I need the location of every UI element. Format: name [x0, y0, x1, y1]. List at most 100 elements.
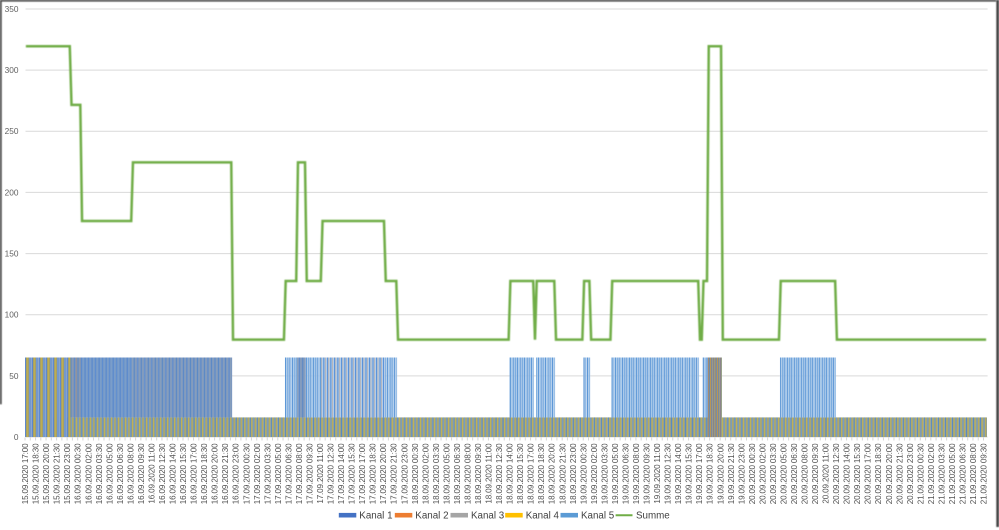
- svg-text:21.09.2020 02:00: 21.09.2020 02:00: [927, 443, 936, 504]
- svg-text:20.09.2020 23:00: 20.09.2020 23:00: [906, 443, 915, 504]
- svg-text:17.09.2020 14:00: 17.09.2020 14:00: [337, 443, 346, 504]
- svg-text:17.09.2020 12:30: 17.09.2020 12:30: [327, 443, 336, 504]
- svg-text:19.09.2020 18:30: 19.09.2020 18:30: [706, 443, 715, 504]
- svg-text:Kanal 2: Kanal 2: [415, 511, 448, 522]
- svg-text:15.09.2020 23:00: 15.09.2020 23:00: [63, 443, 72, 504]
- svg-text:16.09.2020 06:30: 16.09.2020 06:30: [116, 443, 125, 504]
- svg-text:20.09.2020 09:30: 20.09.2020 09:30: [811, 443, 820, 504]
- svg-text:15.09.2020 21:30: 15.09.2020 21:30: [53, 443, 62, 504]
- svg-text:18.09.2020 18:30: 18.09.2020 18:30: [537, 443, 546, 504]
- svg-text:350: 350: [5, 4, 19, 14]
- svg-text:19.09.2020 17:00: 19.09.2020 17:00: [695, 443, 704, 504]
- svg-text:21.09.2020 03:30: 21.09.2020 03:30: [937, 443, 946, 504]
- svg-text:50: 50: [9, 371, 19, 381]
- svg-text:20.09.2020 11:00: 20.09.2020 11:00: [822, 443, 831, 504]
- svg-text:18.09.2020 21:30: 18.09.2020 21:30: [558, 443, 567, 504]
- svg-text:17.09.2020 09:30: 17.09.2020 09:30: [305, 443, 314, 504]
- svg-text:16.09.2020 23:00: 16.09.2020 23:00: [232, 443, 241, 504]
- svg-text:21.09.2020 06:30: 21.09.2020 06:30: [959, 443, 968, 504]
- svg-text:18.09.2020 06:30: 18.09.2020 06:30: [453, 443, 462, 504]
- svg-text:16.09.2020 12:30: 16.09.2020 12:30: [158, 443, 167, 504]
- svg-text:Kanal 4: Kanal 4: [526, 511, 560, 522]
- svg-text:250: 250: [5, 126, 19, 136]
- svg-text:0: 0: [14, 432, 19, 442]
- svg-text:100: 100: [5, 310, 19, 320]
- svg-text:18.09.2020 20:00: 18.09.2020 20:00: [548, 443, 557, 504]
- svg-text:17.09.2020 03:30: 17.09.2020 03:30: [263, 443, 272, 504]
- svg-text:15.09.2020 20:00: 15.09.2020 20:00: [42, 443, 51, 504]
- svg-text:19.09.2020 03:30: 19.09.2020 03:30: [600, 443, 609, 504]
- svg-text:Kanal 5: Kanal 5: [581, 511, 615, 522]
- svg-text:150: 150: [5, 248, 19, 258]
- svg-text:20.09.2020 15:30: 20.09.2020 15:30: [853, 443, 862, 504]
- svg-text:16.09.2020 00:30: 16.09.2020 00:30: [74, 443, 83, 504]
- svg-text:16.09.2020 11:00: 16.09.2020 11:00: [147, 443, 156, 504]
- svg-text:20.09.2020 08:00: 20.09.2020 08:00: [801, 443, 810, 504]
- svg-text:19.09.2020 14:00: 19.09.2020 14:00: [674, 443, 683, 504]
- svg-text:19.09.2020 12:30: 19.09.2020 12:30: [664, 443, 673, 504]
- svg-text:16.09.2020 03:30: 16.09.2020 03:30: [95, 443, 104, 504]
- svg-text:20.09.2020 20:00: 20.09.2020 20:00: [885, 443, 894, 504]
- svg-text:18.09.2020 15:30: 18.09.2020 15:30: [516, 443, 525, 504]
- svg-text:Summe: Summe: [636, 511, 670, 522]
- svg-text:16.09.2020 17:00: 16.09.2020 17:00: [190, 443, 199, 504]
- svg-text:18.09.2020 14:00: 18.09.2020 14:00: [506, 443, 515, 504]
- svg-text:17.09.2020 08:00: 17.09.2020 08:00: [295, 443, 304, 504]
- svg-text:18.09.2020 17:00: 18.09.2020 17:00: [527, 443, 536, 504]
- svg-text:20.09.2020 02:00: 20.09.2020 02:00: [758, 443, 767, 504]
- svg-text:17.09.2020 21:30: 17.09.2020 21:30: [390, 443, 399, 504]
- svg-text:19.09.2020 00:30: 19.09.2020 00:30: [579, 443, 588, 504]
- svg-text:21.09.2020 08:00: 21.09.2020 08:00: [969, 443, 978, 504]
- svg-text:20.09.2020 21:30: 20.09.2020 21:30: [895, 443, 904, 504]
- svg-text:17.09.2020 18:30: 17.09.2020 18:30: [369, 443, 378, 504]
- svg-text:16.09.2020 02:00: 16.09.2020 02:00: [84, 443, 93, 504]
- svg-text:16.09.2020 09:30: 16.09.2020 09:30: [137, 443, 146, 504]
- svg-text:17.09.2020 05:00: 17.09.2020 05:00: [274, 443, 283, 504]
- svg-text:18.09.2020 11:00: 18.09.2020 11:00: [485, 443, 494, 504]
- svg-text:16.09.2020 21:30: 16.09.2020 21:30: [221, 443, 230, 504]
- svg-text:20.09.2020 06:30: 20.09.2020 06:30: [790, 443, 799, 504]
- svg-text:17.09.2020 23:00: 17.09.2020 23:00: [400, 443, 409, 504]
- svg-text:18.09.2020 08:00: 18.09.2020 08:00: [463, 443, 472, 504]
- svg-text:18.09.2020 00:30: 18.09.2020 00:30: [411, 443, 420, 504]
- svg-text:20.09.2020 03:30: 20.09.2020 03:30: [769, 443, 778, 504]
- svg-text:17.09.2020 11:00: 17.09.2020 11:00: [316, 443, 325, 504]
- svg-text:Kanal 3: Kanal 3: [471, 511, 505, 522]
- svg-text:200: 200: [5, 187, 19, 197]
- svg-text:19.09.2020 06:30: 19.09.2020 06:30: [621, 443, 630, 504]
- svg-text:300: 300: [5, 65, 19, 75]
- svg-text:18.09.2020 02:00: 18.09.2020 02:00: [421, 443, 430, 504]
- svg-text:15.09.2020 18:30: 15.09.2020 18:30: [32, 443, 41, 504]
- svg-text:20.09.2020 17:00: 20.09.2020 17:00: [864, 443, 873, 504]
- svg-text:16.09.2020 15:30: 16.09.2020 15:30: [179, 443, 188, 504]
- svg-text:21.09.2020 05:00: 21.09.2020 05:00: [948, 443, 957, 504]
- svg-text:18.09.2020 05:00: 18.09.2020 05:00: [442, 443, 451, 504]
- svg-text:18.09.2020 03:30: 18.09.2020 03:30: [432, 443, 441, 504]
- svg-text:19.09.2020 23:00: 19.09.2020 23:00: [737, 443, 746, 504]
- svg-text:20.09.2020 14:00: 20.09.2020 14:00: [843, 443, 852, 504]
- svg-text:19.09.2020 20:00: 19.09.2020 20:00: [716, 443, 725, 504]
- svg-text:19.09.2020 11:00: 19.09.2020 11:00: [653, 443, 662, 504]
- svg-text:Kanal 1: Kanal 1: [359, 511, 392, 522]
- svg-text:17.09.2020 20:00: 17.09.2020 20:00: [379, 443, 388, 504]
- svg-text:19.09.2020 08:00: 19.09.2020 08:00: [632, 443, 641, 504]
- svg-text:16.09.2020 14:00: 16.09.2020 14:00: [169, 443, 178, 504]
- svg-text:17.09.2020 00:30: 17.09.2020 00:30: [242, 443, 251, 504]
- svg-text:19.09.2020 02:00: 19.09.2020 02:00: [590, 443, 599, 504]
- svg-text:18.09.2020 12:30: 18.09.2020 12:30: [495, 443, 504, 504]
- svg-text:20.09.2020 00:30: 20.09.2020 00:30: [748, 443, 757, 504]
- svg-text:17.09.2020 17:00: 17.09.2020 17:00: [358, 443, 367, 504]
- svg-text:15.09.2020 17:00: 15.09.2020 17:00: [21, 443, 30, 504]
- svg-text:19.09.2020 15:30: 19.09.2020 15:30: [685, 443, 694, 504]
- svg-text:20.09.2020 05:00: 20.09.2020 05:00: [779, 443, 788, 504]
- svg-text:18.09.2020 09:30: 18.09.2020 09:30: [474, 443, 483, 504]
- svg-text:16.09.2020 18:30: 16.09.2020 18:30: [200, 443, 209, 504]
- svg-text:17.09.2020 02:00: 17.09.2020 02:00: [253, 443, 262, 504]
- svg-text:19.09.2020 21:30: 19.09.2020 21:30: [727, 443, 736, 504]
- svg-text:21.09.2020 09:30: 21.09.2020 09:30: [980, 443, 989, 504]
- svg-text:16.09.2020 08:00: 16.09.2020 08:00: [126, 443, 135, 504]
- svg-text:20.09.2020 18:30: 20.09.2020 18:30: [874, 443, 883, 504]
- svg-text:21.09.2020 00:30: 21.09.2020 00:30: [916, 443, 925, 504]
- svg-text:19.09.2020 05:00: 19.09.2020 05:00: [611, 443, 620, 504]
- svg-text:16.09.2020 05:00: 16.09.2020 05:00: [105, 443, 114, 504]
